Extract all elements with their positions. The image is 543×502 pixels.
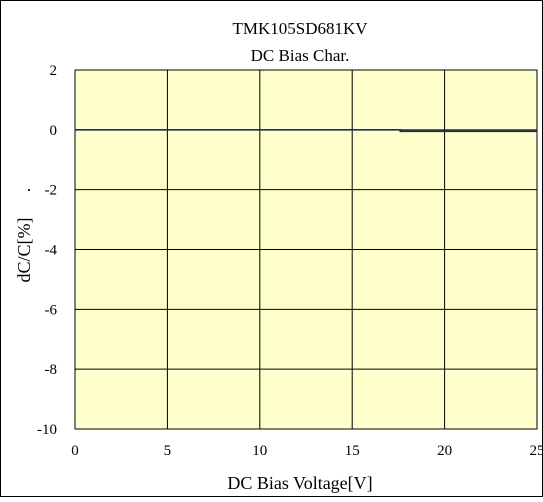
x-tick-label: 5 bbox=[164, 443, 172, 459]
y-axis-label: dC/C[%] bbox=[14, 218, 34, 283]
x-tick-label: 20 bbox=[437, 443, 452, 459]
x-tick-label: 15 bbox=[345, 443, 360, 459]
x-tick-label: 0 bbox=[71, 443, 79, 459]
y-tick-label: -8 bbox=[45, 362, 58, 378]
y-tick-label: 0 bbox=[50, 123, 58, 139]
y-tick-label: -6 bbox=[45, 302, 58, 318]
x-tick-label: 25 bbox=[530, 443, 543, 459]
x-axis-label: DC Bias Voltage[V] bbox=[227, 473, 372, 493]
y-axis-label-suffix: . bbox=[14, 188, 34, 193]
y-tick-label: -10 bbox=[37, 422, 57, 438]
y-tick-label: 2 bbox=[50, 63, 58, 79]
chart-subtitle: DC Bias Char. bbox=[251, 46, 350, 65]
x-tick-label: 10 bbox=[252, 443, 267, 459]
chart-title: TMK105SD681KV bbox=[232, 19, 368, 38]
y-tick-label: -4 bbox=[45, 243, 58, 259]
y-tick-label: -2 bbox=[45, 183, 58, 199]
